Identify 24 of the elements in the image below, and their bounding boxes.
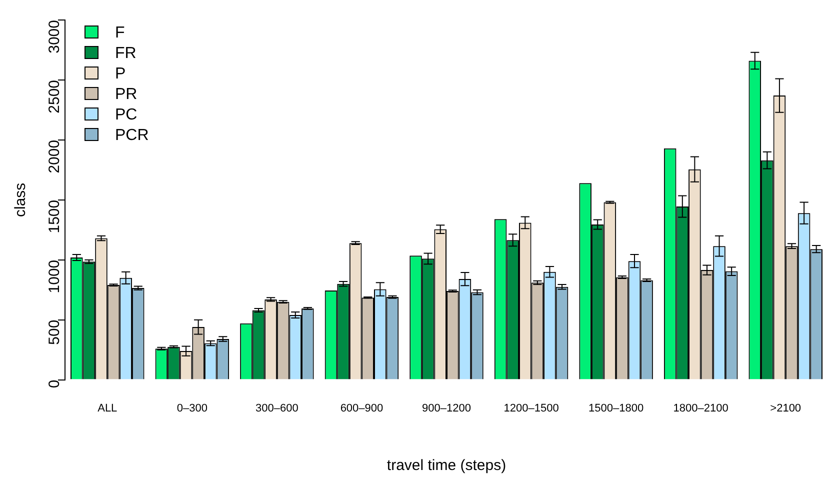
y-tick-label: 3000 [46,20,64,54]
legend-label: PR [115,86,138,103]
x-tick-label: 0–300 [176,402,208,414]
x-axis-title: travel time (steps) [386,457,506,474]
x-tick-label: 600–900 [340,402,384,414]
legend-label: P [115,65,126,82]
x-tick-label: >2100 [770,402,802,414]
y-tick-label: 0 [46,380,64,388]
y-tick-label: 1500 [46,200,64,234]
y-axis-title: class [12,182,30,217]
x-tick-label: 300–600 [256,402,298,414]
y-tick-label: 2000 [46,140,64,174]
y-tick-label: 500 [46,320,64,345]
legend-label: PCR [115,126,149,144]
x-tick-label: ALL [98,402,118,414]
legend-label: PC [115,106,138,124]
x-tick-label: 1800–2100 [673,402,728,414]
y-tick-label: 1000 [46,260,64,294]
x-tick-label: 1200–1500 [504,402,559,414]
x-tick-label: 1500–1800 [588,402,644,414]
y-tick-label: 2500 [46,80,64,114]
legend-label: FR [115,44,136,62]
x-tick-label: 900–1200 [422,402,471,414]
legend-label: F [115,24,125,42]
